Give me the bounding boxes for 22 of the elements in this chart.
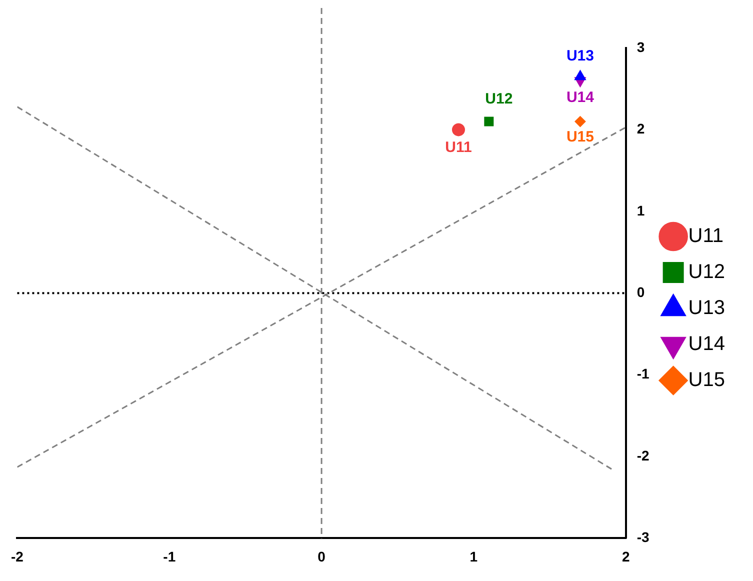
x-tick-label: -1 xyxy=(163,548,176,564)
y-tick-label: -1 xyxy=(636,366,650,382)
y-tick-label: 2 xyxy=(636,120,645,137)
y-tick-label: -3 xyxy=(636,529,650,546)
annotation: U12 xyxy=(485,90,513,108)
y-tick-label: 0 xyxy=(636,284,645,300)
annotation: U15 xyxy=(566,128,594,146)
x-tick-label: 2 xyxy=(622,548,630,564)
legend-label: U12 xyxy=(688,261,726,284)
annotation: U11 xyxy=(445,138,472,156)
legend-label: U15 xyxy=(688,369,726,392)
y-tick-label: 3 xyxy=(636,38,645,55)
x-tick-label: -2 xyxy=(11,548,24,564)
x-tick-label: 0 xyxy=(318,548,326,564)
x-tick-label: 1 xyxy=(470,548,478,564)
legend-label: U14 xyxy=(688,333,726,356)
y-tick-label: -2 xyxy=(636,447,650,464)
y-tick-label: 1 xyxy=(636,202,645,218)
annotation: U13 xyxy=(566,48,594,65)
legend-label: U13 xyxy=(688,297,726,320)
annotation: U14 xyxy=(566,88,595,106)
legend-label: U11 xyxy=(688,225,724,248)
